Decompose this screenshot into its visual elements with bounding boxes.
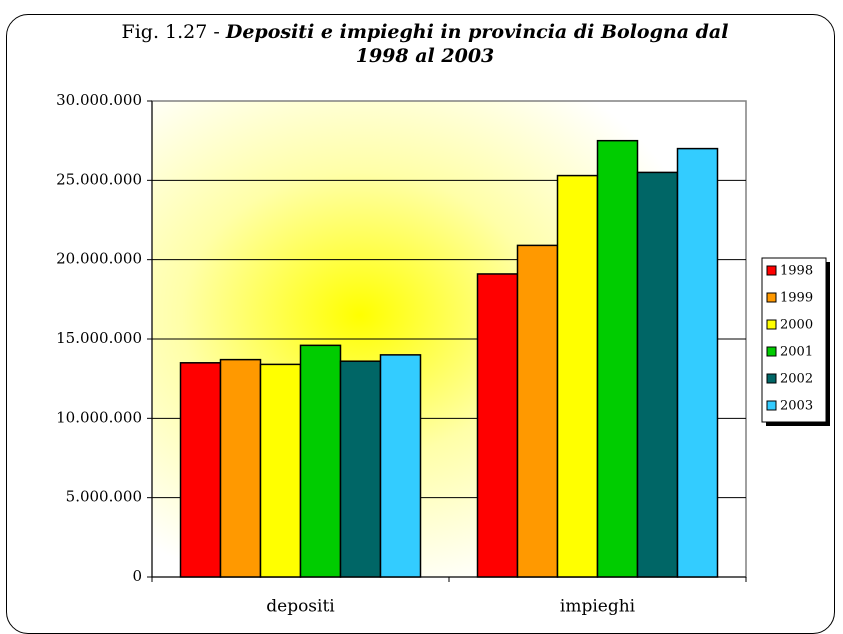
legend-label: 2000 (780, 318, 813, 333)
legend-swatch (766, 292, 777, 303)
chart-title: Fig. 1.27 - Depositi e impieghi in provi… (100, 20, 750, 68)
bar (676, 147, 719, 578)
legend (761, 257, 827, 423)
y-tick-label: 10.000.000 (56, 408, 142, 426)
legend-swatch (766, 346, 777, 357)
legend-label: 1999 (780, 291, 813, 306)
y-tick-label: 20.000.000 (56, 250, 142, 268)
legend-label: 2003 (780, 399, 813, 414)
legend-label: 1998 (780, 264, 813, 279)
legend-swatch (766, 400, 777, 411)
x-tick-label: depositi (266, 597, 335, 617)
figure-number: Fig. 1.27 - (121, 21, 220, 43)
legend-label: 2002 (780, 372, 813, 387)
y-tick-label: 30.000.000 (56, 91, 142, 109)
bar (339, 360, 382, 578)
y-tick-label: 25.000.000 (56, 170, 142, 188)
bar (379, 354, 422, 578)
x-tick-label: impieghi (560, 597, 636, 617)
y-tick-label: 15.000.000 (56, 329, 142, 347)
y-tick-label: 0 (132, 567, 142, 585)
legend-swatch (766, 265, 777, 276)
bar (636, 171, 679, 578)
legend-label: 2001 (780, 345, 813, 360)
title-text: Depositi e impieghi in provincia di Bolo… (225, 21, 729, 67)
bar (556, 174, 599, 578)
bar (596, 139, 639, 578)
bar (179, 362, 222, 578)
legend-swatch (766, 319, 777, 330)
bar (259, 363, 302, 578)
bar (299, 344, 342, 578)
y-tick-label: 5.000.000 (66, 488, 142, 506)
bar (476, 273, 519, 578)
bar (516, 244, 559, 578)
legend-swatch (766, 373, 777, 384)
bar (219, 358, 262, 578)
